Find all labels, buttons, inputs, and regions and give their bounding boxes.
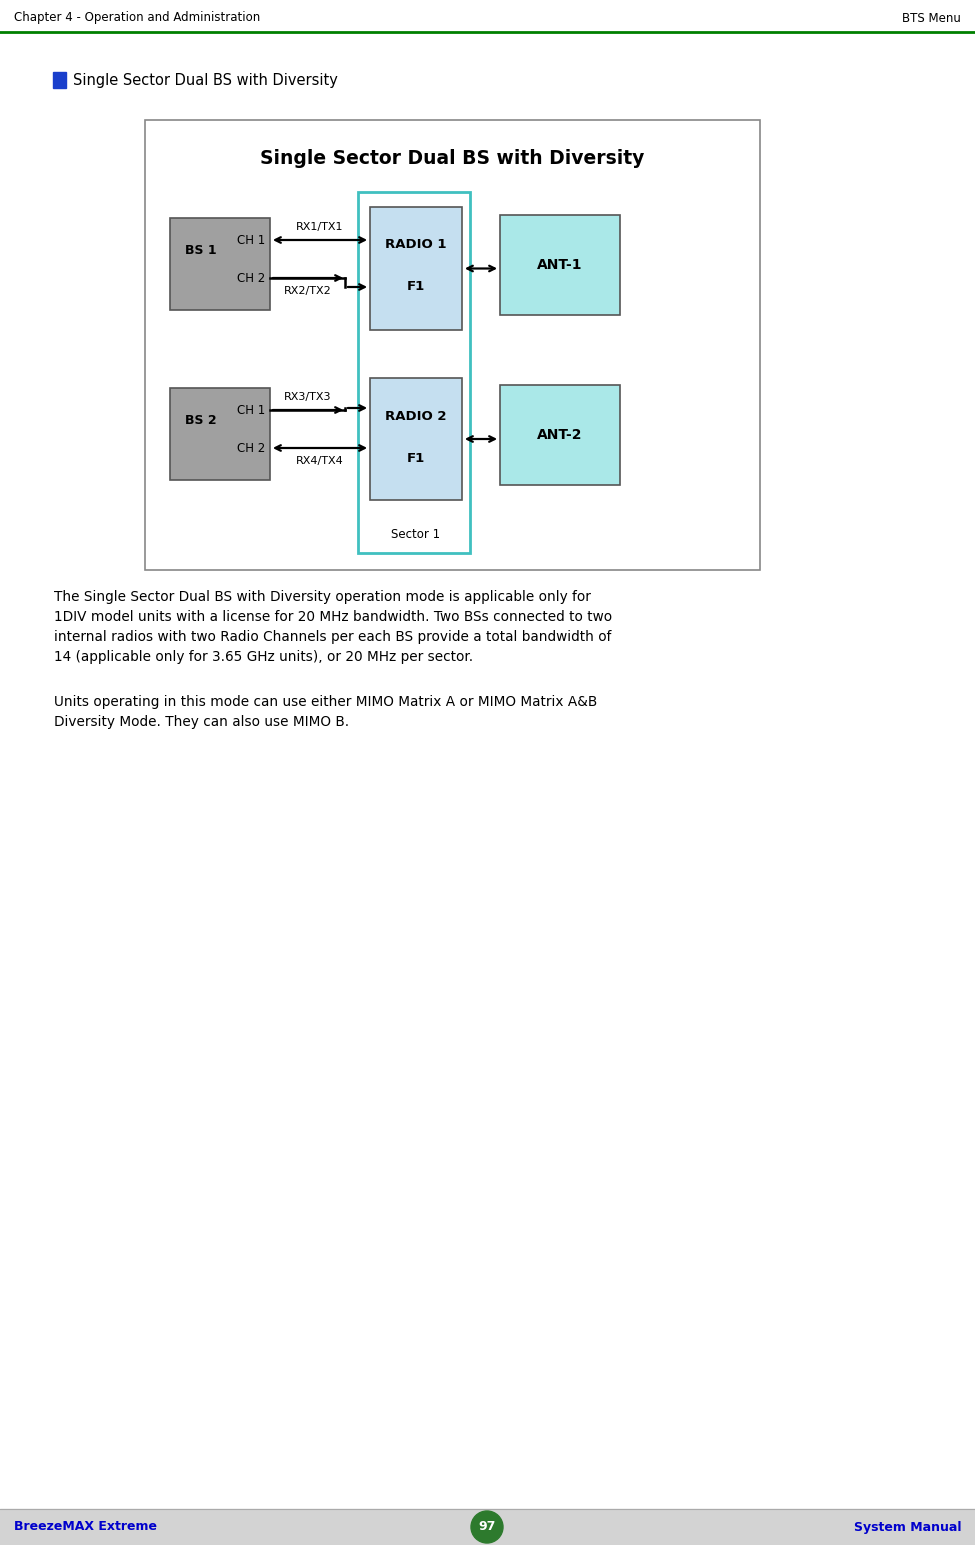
Bar <box>500 385 620 485</box>
Bar <box>370 379 462 501</box>
Text: Chapter 4 - Operation and Administration: Chapter 4 - Operation and Administration <box>14 11 260 25</box>
Text: RADIO 1: RADIO 1 <box>385 238 447 252</box>
Bar <box>170 218 270 311</box>
Text: F1: F1 <box>407 281 425 294</box>
Text: 97: 97 <box>479 1520 495 1534</box>
Text: The Single Sector Dual BS with Diversity operation mode is applicable only for
1: The Single Sector Dual BS with Diversity… <box>54 590 612 664</box>
Text: F1: F1 <box>407 451 425 465</box>
Text: CH 2: CH 2 <box>237 442 265 454</box>
Text: RX3/TX3: RX3/TX3 <box>284 392 332 402</box>
Text: Sector 1: Sector 1 <box>391 528 441 541</box>
Text: RX1/TX1: RX1/TX1 <box>296 222 344 232</box>
Text: ANT-1: ANT-1 <box>537 258 583 272</box>
Bar <box>0 1509 975 1545</box>
Circle shape <box>471 1511 503 1543</box>
Text: ANT-2: ANT-2 <box>537 428 583 442</box>
Bar <box>370 207 462 331</box>
Text: BreezeMAX Extreme: BreezeMAX Extreme <box>14 1520 157 1534</box>
Text: CH 1: CH 1 <box>237 233 265 247</box>
Text: Single Sector Dual BS with Diversity: Single Sector Dual BS with Diversity <box>73 73 338 88</box>
Text: CH 2: CH 2 <box>237 272 265 284</box>
Text: CH 1: CH 1 <box>237 403 265 417</box>
Bar <box>500 215 620 315</box>
Bar <box>358 192 470 553</box>
Bar <box>170 388 270 480</box>
Bar <box>53 73 66 88</box>
Text: System Manual: System Manual <box>853 1520 961 1534</box>
Text: Units operating in this mode can use either MIMO Matrix A or MIMO Matrix A&B
Div: Units operating in this mode can use eit… <box>54 695 598 729</box>
Bar <box>145 121 760 570</box>
Text: BTS Menu: BTS Menu <box>902 11 961 25</box>
Text: BS 1: BS 1 <box>185 244 216 256</box>
Text: RX4/TX4: RX4/TX4 <box>296 456 344 467</box>
Text: BS 2: BS 2 <box>185 414 216 426</box>
Text: RADIO 2: RADIO 2 <box>385 409 447 422</box>
Text: Single Sector Dual BS with Diversity: Single Sector Dual BS with Diversity <box>260 148 644 167</box>
Text: RX2/TX2: RX2/TX2 <box>284 286 332 297</box>
